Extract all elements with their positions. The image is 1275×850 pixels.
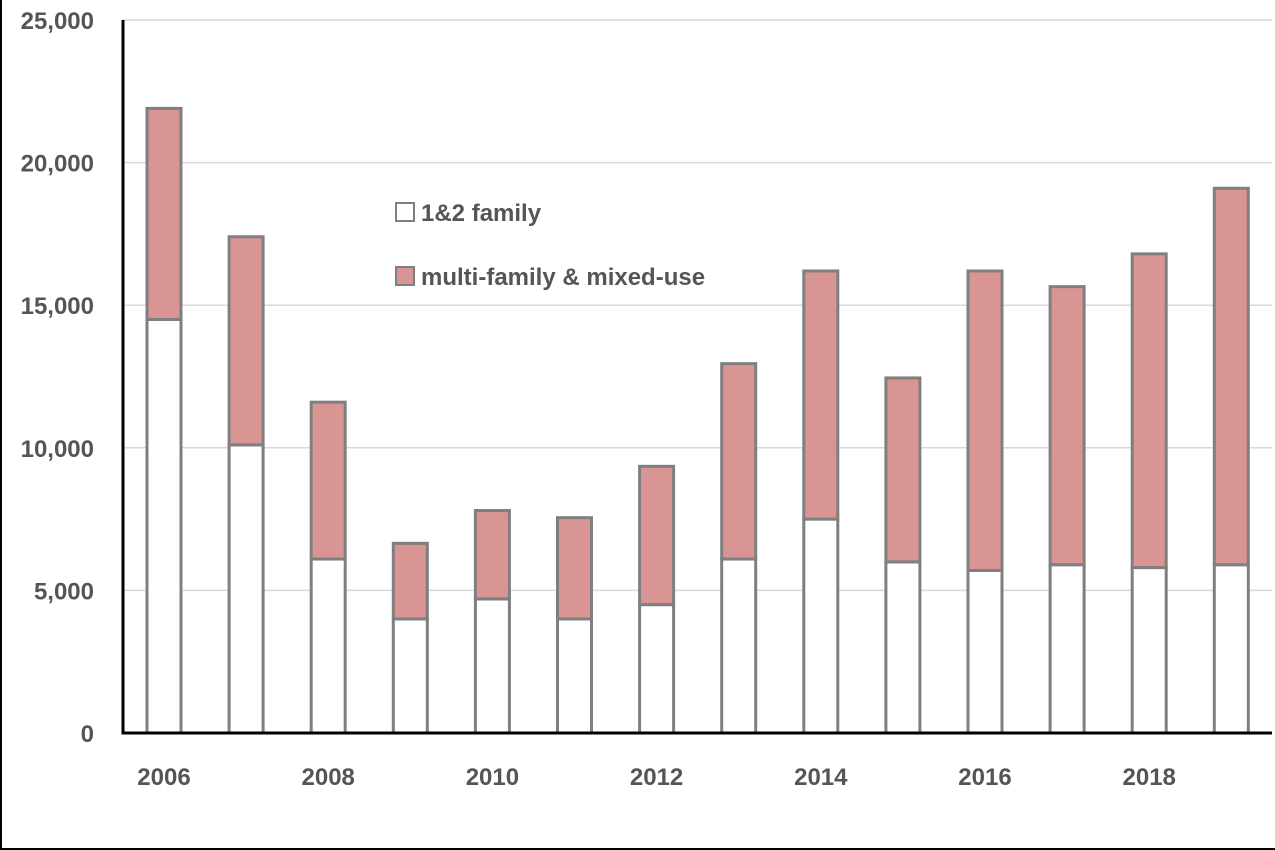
bar-multi-family-2015 — [884, 376, 922, 564]
y-tick-label: 25,000 — [21, 8, 94, 35]
x-tick-labels: 2006 2008 2010 2012 2014 2016 2018 — [137, 764, 1176, 791]
legend-swatch — [395, 266, 415, 286]
bar-multi-family-2016 — [966, 269, 1004, 572]
bars — [145, 106, 1250, 735]
x-tick-label: 2018 — [1123, 764, 1176, 791]
x-tick-label: 2014 — [794, 764, 848, 791]
bar-1-2-family-2015 — [884, 560, 922, 735]
bar-1-2-family-2008 — [309, 557, 347, 735]
bar-multi-family-2008 — [309, 400, 347, 561]
y-tick-label: 0 — [81, 721, 94, 748]
bar-multi-family-2011 — [556, 516, 593, 621]
bar-1-2-family-2011 — [556, 617, 593, 735]
bar-multi-family-2018 — [1130, 252, 1168, 570]
bar-multi-family-2014 — [802, 269, 840, 521]
bar-1-2-family-2016 — [966, 568, 1004, 735]
legend-swatch — [395, 202, 415, 222]
bar-multi-family-2007 — [227, 235, 265, 447]
x-tick-label: 2008 — [302, 764, 355, 791]
y-tick-labels: 0 5,000 10,000 15,000 20,000 25,000 — [21, 8, 94, 748]
legend-label: 1&2 family — [421, 200, 542, 227]
bar-multi-family-2009 — [391, 541, 429, 621]
bar-1-2-family-2013 — [720, 557, 758, 735]
bar-1-2-family-2007 — [227, 443, 265, 735]
x-tick-label: 2006 — [137, 764, 190, 791]
bar-multi-family-2017 — [1048, 285, 1086, 567]
axes — [121, 20, 1272, 735]
gridlines — [123, 19, 1272, 592]
y-tick-label: 5,000 — [34, 578, 94, 605]
bar-multi-family-2012 — [638, 464, 676, 607]
bar-1-2-family-2006 — [145, 317, 183, 735]
legend-label: multi-family & mixed-use — [421, 264, 705, 291]
x-tick-label: 2010 — [466, 764, 519, 791]
bar-1-2-family-2018 — [1130, 566, 1168, 735]
y-tick-label: 20,000 — [21, 151, 94, 178]
y-tick-label: 15,000 — [21, 293, 94, 320]
y-tick-label: 10,000 — [21, 436, 94, 463]
bar-1-2-family-2012 — [638, 603, 676, 735]
bar-multi-family-2013 — [720, 362, 758, 561]
legend: 1&2 family multi-family & mixed-use — [395, 200, 705, 291]
x-tick-label: 2016 — [958, 764, 1011, 791]
bar-1-2-family-2019 — [1212, 563, 1250, 735]
bar-1-2-family-2014 — [802, 517, 840, 735]
bar-1-2-family-2017 — [1048, 563, 1086, 735]
bar-1-2-family-2009 — [391, 617, 429, 735]
bar-multi-family-2006 — [145, 106, 183, 321]
bar-multi-family-2019 — [1212, 186, 1250, 567]
bar-multi-family-2010 — [473, 509, 511, 601]
x-tick-label: 2012 — [630, 764, 683, 791]
bar-1-2-family-2010 — [473, 597, 511, 735]
